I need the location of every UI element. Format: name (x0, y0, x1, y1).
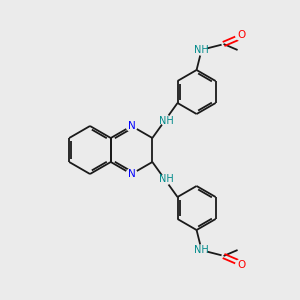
Text: NH: NH (159, 175, 173, 184)
Circle shape (161, 175, 171, 184)
Circle shape (236, 260, 247, 270)
Text: NH: NH (159, 116, 173, 125)
Text: N: N (128, 121, 135, 131)
Circle shape (161, 116, 171, 125)
Circle shape (196, 245, 207, 255)
Circle shape (126, 169, 137, 179)
Circle shape (196, 45, 207, 55)
Text: N: N (128, 169, 135, 179)
Text: O: O (237, 260, 245, 270)
Circle shape (126, 121, 137, 131)
Text: NH: NH (194, 245, 209, 255)
Text: O: O (237, 30, 245, 40)
Text: NH: NH (194, 45, 209, 55)
Circle shape (236, 30, 247, 40)
